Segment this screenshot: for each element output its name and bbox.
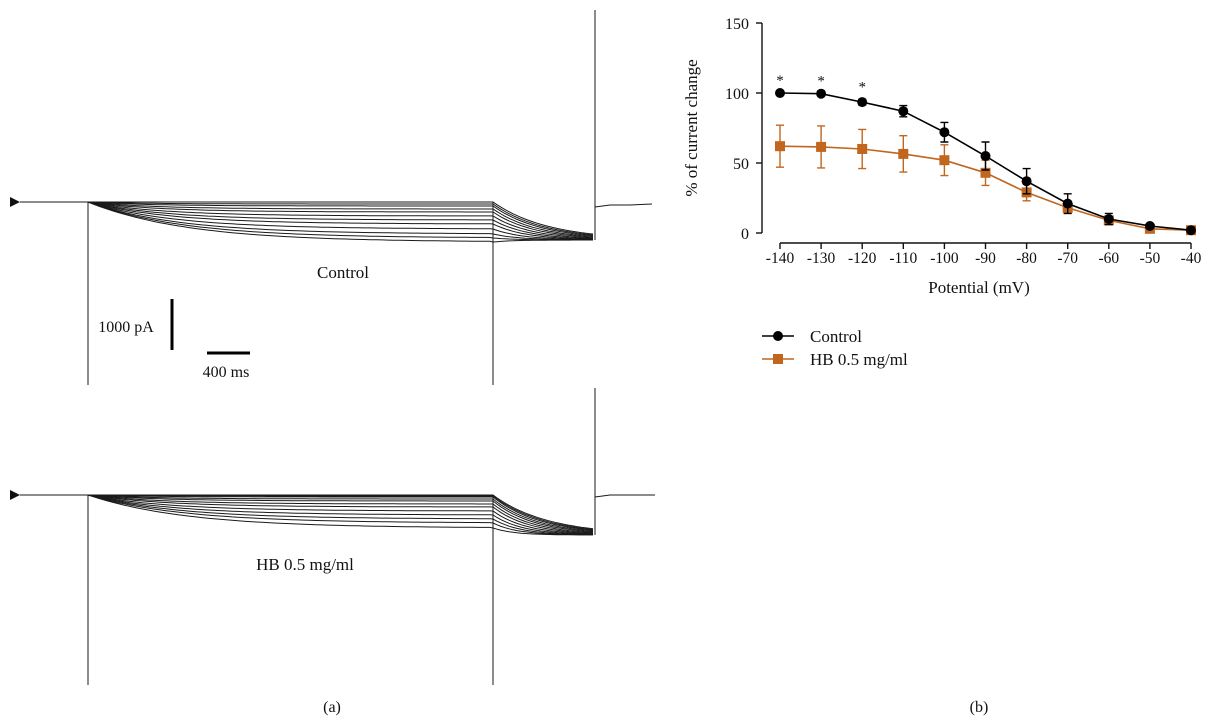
control-sweep bbox=[28, 201, 594, 235]
legend-entry: HB 0.5 mg/ml bbox=[762, 350, 908, 369]
x-axis-label: Potential (mV) bbox=[928, 278, 1030, 297]
x-tick-label: -120 bbox=[848, 250, 877, 267]
legend-entry: Control bbox=[762, 327, 862, 346]
series-control bbox=[775, 88, 1196, 236]
hb-sweep bbox=[28, 494, 594, 535]
data-point bbox=[939, 155, 950, 166]
time-scale-label: 400 ms bbox=[203, 364, 250, 381]
x-tick-label: -80 bbox=[1016, 250, 1037, 267]
y-tick-label: 50 bbox=[733, 156, 749, 173]
y-axis: 0 50 100 150 bbox=[725, 16, 763, 243]
control-sweep bbox=[28, 201, 594, 240]
hb-sweep bbox=[28, 494, 594, 534]
data-point bbox=[1186, 225, 1196, 236]
hb-sweep bbox=[28, 494, 593, 536]
chart-series bbox=[775, 88, 1196, 236]
legend: Control HB 0.5 mg/ml bbox=[762, 327, 908, 369]
x-tick-label: -110 bbox=[889, 250, 917, 267]
x-tick-label: -50 bbox=[1140, 250, 1161, 267]
data-point bbox=[939, 127, 950, 138]
x-tick-label: -70 bbox=[1057, 250, 1078, 267]
control-sweep bbox=[28, 201, 594, 238]
hb-sweep bbox=[28, 494, 593, 536]
hb-trace-label: HB 0.5 mg/ml bbox=[256, 555, 354, 574]
hb-sweep bbox=[28, 494, 594, 534]
hb-sweep bbox=[28, 494, 594, 533]
control-sweep bbox=[28, 201, 594, 238]
significance-asterisk: * bbox=[858, 79, 866, 95]
control-sweep bbox=[28, 201, 593, 243]
data-point bbox=[980, 167, 991, 178]
data-point bbox=[980, 151, 991, 161]
y-axis-label: % of current change bbox=[682, 59, 701, 196]
legend-label: Control bbox=[810, 327, 862, 346]
control-sweep bbox=[28, 201, 593, 241]
hb-current-traces bbox=[10, 388, 655, 685]
legend-marker bbox=[773, 331, 783, 341]
x-tick-label: -90 bbox=[975, 250, 996, 267]
x-tick-label: -40 bbox=[1181, 250, 1202, 267]
panel-a-label: (a) bbox=[323, 699, 341, 716]
x-axis: -140 -130 -120 -110 -100 -90 -80 -70 -60 -50 -40 bbox=[766, 242, 1202, 267]
control-sweep bbox=[28, 201, 594, 241]
scale-bar: 1000 pA 400 ms bbox=[98, 299, 250, 381]
y-tick-label: 0 bbox=[741, 226, 749, 243]
trace-family-hb bbox=[28, 494, 594, 536]
post-pulse-trace-control bbox=[594, 203, 653, 208]
hb-sweep bbox=[28, 494, 594, 531]
y-tick-label: 100 bbox=[725, 86, 749, 103]
significance-asterisk: * bbox=[776, 73, 784, 89]
hb-sweep bbox=[28, 494, 594, 536]
y-tick-label: 150 bbox=[725, 16, 749, 33]
significance-asterisk: * bbox=[817, 74, 825, 90]
data-point bbox=[898, 148, 909, 159]
data-point bbox=[816, 88, 827, 99]
x-tick-label: -100 bbox=[930, 250, 959, 267]
data-point bbox=[857, 144, 868, 154]
trace-family-control bbox=[28, 201, 594, 243]
legend-marker bbox=[773, 354, 783, 364]
control-sweep bbox=[28, 201, 594, 236]
hb-sweep bbox=[28, 494, 594, 530]
significance-markers: * * * bbox=[776, 73, 866, 95]
control-sweep bbox=[28, 201, 594, 240]
current-scale-label: 1000 pA bbox=[98, 319, 154, 336]
control-sweep bbox=[28, 201, 593, 241]
control-sweep bbox=[28, 201, 594, 239]
control-sweep bbox=[28, 201, 594, 237]
x-tick-label: -60 bbox=[1098, 250, 1119, 267]
control-trace-label: Control bbox=[317, 263, 369, 282]
control-current-traces bbox=[10, 10, 653, 385]
x-tick-label: -140 bbox=[766, 250, 795, 267]
panel-a: Control 1000 pA 400 ms HB 0.5 mg/ml (a) bbox=[10, 10, 655, 716]
data-point bbox=[857, 97, 868, 108]
post-pulse-trace-hb bbox=[594, 494, 655, 498]
panel-b-label: (b) bbox=[970, 699, 989, 716]
holding-arrow-hb bbox=[10, 490, 20, 500]
hb-sweep bbox=[28, 494, 594, 530]
data-point bbox=[898, 106, 909, 117]
data-point bbox=[1144, 221, 1155, 231]
hb-sweep bbox=[28, 494, 594, 532]
data-point bbox=[1062, 198, 1073, 209]
data-point bbox=[1021, 176, 1032, 187]
hb-sweep bbox=[28, 494, 594, 535]
data-point bbox=[775, 141, 785, 152]
data-point bbox=[816, 141, 827, 152]
x-tick-label: -130 bbox=[807, 250, 836, 267]
holding-arrow-control bbox=[10, 197, 20, 207]
data-point bbox=[1103, 214, 1114, 224]
legend-label: HB 0.5 mg/ml bbox=[810, 350, 908, 369]
data-point bbox=[775, 88, 785, 98]
